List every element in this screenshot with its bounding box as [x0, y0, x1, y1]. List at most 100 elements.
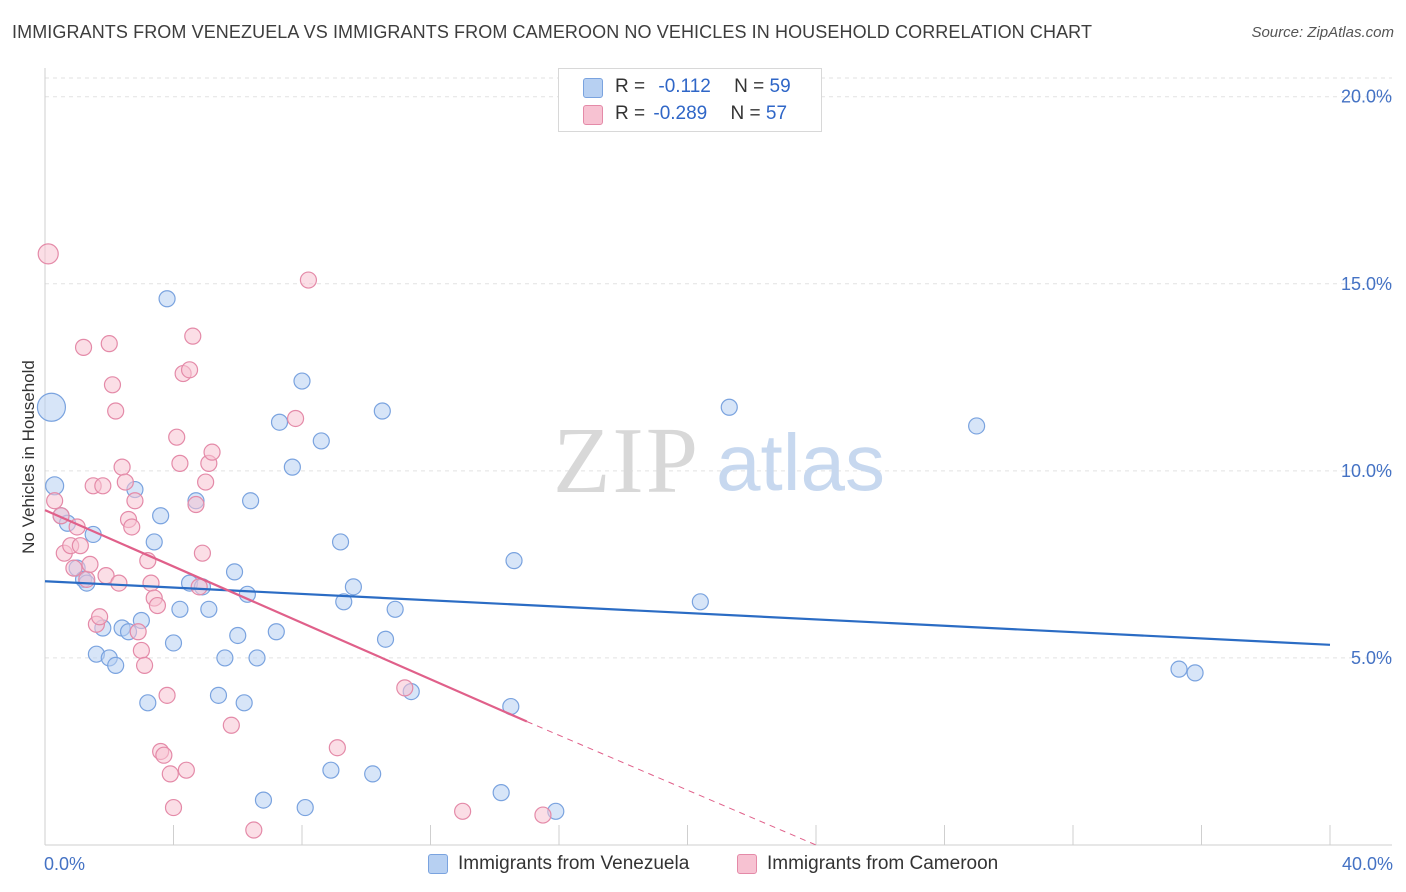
cameroon-point	[155, 746, 173, 764]
trend-lines	[44, 509, 1331, 846]
venezuela-point	[720, 398, 738, 416]
cameroon-point	[286, 409, 305, 428]
venezuela-point	[344, 578, 362, 596]
cameroon-point	[129, 623, 147, 641]
cameroon-swatch	[737, 854, 757, 874]
cameroon-point	[74, 338, 93, 356]
venezuela-point	[242, 492, 260, 510]
legend-label-venezuela: Immigrants from Venezuela	[458, 853, 690, 874]
x-tick-label: 40.0%	[1342, 854, 1393, 874]
venezuela-swatch	[428, 854, 448, 874]
cameroon-point	[158, 686, 176, 704]
n-label: N =	[730, 103, 766, 124]
cameroon-point	[164, 798, 183, 817]
venezuela-point	[331, 533, 350, 551]
venezuela-point	[267, 623, 285, 641]
cameroon-point	[71, 537, 89, 555]
axes	[44, 68, 1392, 846]
legend-label-cameroon: Immigrants from Cameroon	[767, 853, 999, 874]
venezuela-point	[171, 600, 189, 618]
cameroon-point	[94, 477, 112, 495]
venezuela-point	[248, 649, 266, 667]
chart-title: IMMIGRANTS FROM VENEZUELA VS IMMIGRANTS …	[12, 22, 1093, 42]
venezuela-point	[283, 458, 301, 476]
venezuela-point	[45, 476, 65, 496]
y-tick-label: 20.0%	[1341, 87, 1392, 107]
watermark: ZIP atlas	[553, 409, 885, 513]
venezuela-point	[335, 593, 353, 611]
venezuela-point	[216, 649, 234, 667]
venezuela-swatch	[583, 78, 603, 98]
cameroon-point	[81, 555, 99, 573]
correlation-legend: R = -0.112 N = 59 R = -0.289 N = 57	[558, 68, 822, 132]
venezuela-point	[36, 392, 67, 422]
cameroon-point	[299, 271, 318, 289]
n-label: N =	[734, 76, 770, 97]
cameroon-trend-extension	[526, 721, 817, 846]
cameroon-point	[116, 473, 134, 491]
source-label: Source: ZipAtlas.com	[1251, 24, 1394, 41]
venezuela-point	[145, 533, 163, 551]
cameroon-point	[126, 492, 144, 510]
r-label: R =	[615, 76, 651, 97]
venezuela-point	[158, 290, 176, 308]
grid-lines	[45, 77, 1392, 659]
cameroon-point	[184, 327, 202, 345]
venezuela-point	[386, 600, 404, 618]
tick-labels: 5.0% 10.0% 15.0% 20.0% 0.0% 40.0%	[44, 87, 1393, 874]
cameroon-point	[245, 821, 263, 839]
venezuela-point	[492, 784, 510, 802]
venezuela-point	[322, 761, 340, 779]
cameroon-point	[123, 518, 141, 536]
cameroon-point	[65, 559, 83, 577]
venezuela-point	[200, 600, 218, 618]
venezuela-point	[293, 372, 311, 390]
legend-venezuela-stats: R = -0.112 N = 59	[615, 76, 791, 98]
cameroon-point	[222, 716, 240, 734]
cameroon-point	[180, 361, 199, 379]
cameroon-point	[113, 458, 131, 476]
r-value: -0.112	[658, 76, 711, 97]
venezuela-point	[229, 626, 247, 645]
y-tick-label: 5.0%	[1351, 648, 1392, 668]
cameroon-point	[454, 802, 472, 820]
cameroon-point	[91, 608, 109, 626]
cameroon-point	[177, 761, 195, 779]
cameroon-point	[142, 574, 160, 592]
cameroon-point	[135, 656, 154, 675]
watermark-zip: ZIP	[553, 409, 700, 513]
venezuela-point	[1170, 660, 1188, 678]
y-tick-label: 10.0%	[1341, 461, 1392, 481]
cameroon-point	[396, 679, 414, 697]
x-tick-label: 0.0%	[44, 854, 85, 874]
cameroon-point	[107, 402, 125, 420]
cameroon-point	[203, 443, 221, 461]
cameroon-point	[171, 454, 189, 472]
cameroon-point	[328, 739, 346, 757]
cameroon-point	[161, 765, 179, 783]
cameroon-point	[534, 806, 552, 824]
venezuela-point	[164, 634, 183, 652]
cameroon-point	[110, 574, 128, 592]
cameroon-point	[37, 243, 59, 265]
venezuela-point	[296, 798, 314, 817]
y-tick-label: 15.0%	[1341, 274, 1392, 294]
venezuela-point	[107, 656, 125, 675]
cameroon-trend-line	[44, 509, 528, 723]
cameroon-point	[103, 376, 122, 394]
venezuela-point	[1186, 664, 1204, 682]
cameroon-swatch	[583, 105, 603, 125]
cameroon-point	[197, 473, 215, 491]
venezuela-point	[364, 765, 382, 783]
n-value: 57	[765, 103, 788, 124]
venezuela-point	[139, 694, 157, 712]
venezuela-point	[691, 593, 709, 611]
venezuela-point	[209, 686, 228, 704]
r-value: -0.289	[653, 103, 708, 124]
venezuela-point	[152, 507, 170, 525]
cameroon-point	[193, 544, 212, 562]
venezuela-point	[376, 630, 395, 648]
cameroon-point	[100, 335, 118, 353]
venezuela-trend-line	[44, 580, 1331, 646]
